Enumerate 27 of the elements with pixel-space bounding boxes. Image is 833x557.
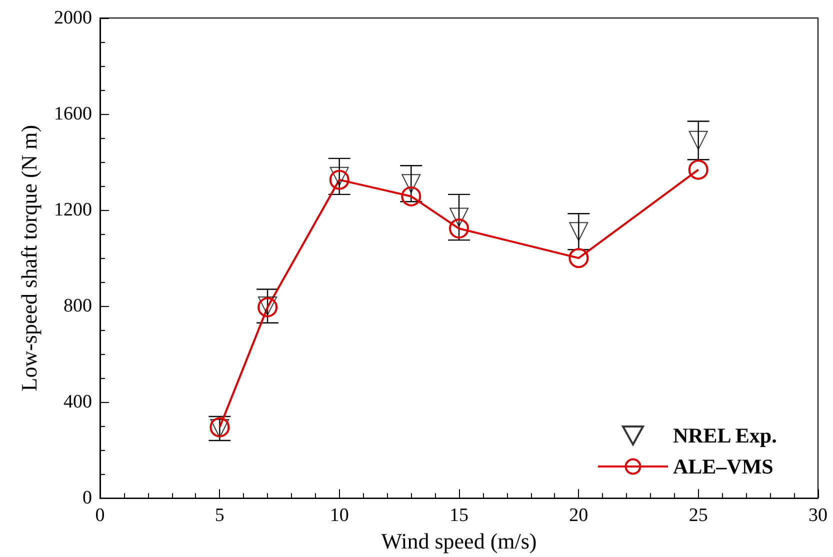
- x-tick-label: 10: [330, 505, 349, 526]
- point: [450, 208, 468, 227]
- point: [330, 166, 349, 186]
- point: [401, 186, 422, 206]
- x-axis-title: Wind speed (m/s): [381, 528, 537, 554]
- legend-label: ALE–VMS: [672, 454, 774, 478]
- point: [402, 174, 421, 194]
- y-tick-label: 400: [64, 392, 92, 413]
- x-tick-label: 15: [450, 505, 468, 526]
- point: [449, 218, 469, 239]
- point: [688, 130, 708, 150]
- point: [568, 248, 589, 268]
- y-axis-title: Low-speed shaft torque (N m): [16, 124, 42, 392]
- x-tick-label: 0: [95, 505, 105, 526]
- y-tick-label: 0: [82, 488, 92, 509]
- point: [329, 170, 350, 190]
- point: [569, 222, 588, 242]
- y-tick-label: 800: [64, 296, 92, 317]
- x-tick-label: 5: [214, 505, 224, 526]
- x-tick-label: 20: [569, 505, 588, 526]
- y-tick-label: 2000: [54, 8, 92, 28]
- point: [688, 160, 708, 180]
- y-tick-label: 1200: [54, 200, 92, 221]
- y-tick-label: 1600: [54, 104, 92, 125]
- x-tick-label: 25: [688, 505, 708, 526]
- legend-label: NREL Exp.: [672, 424, 777, 448]
- x-tick-label: 30: [808, 505, 828, 526]
